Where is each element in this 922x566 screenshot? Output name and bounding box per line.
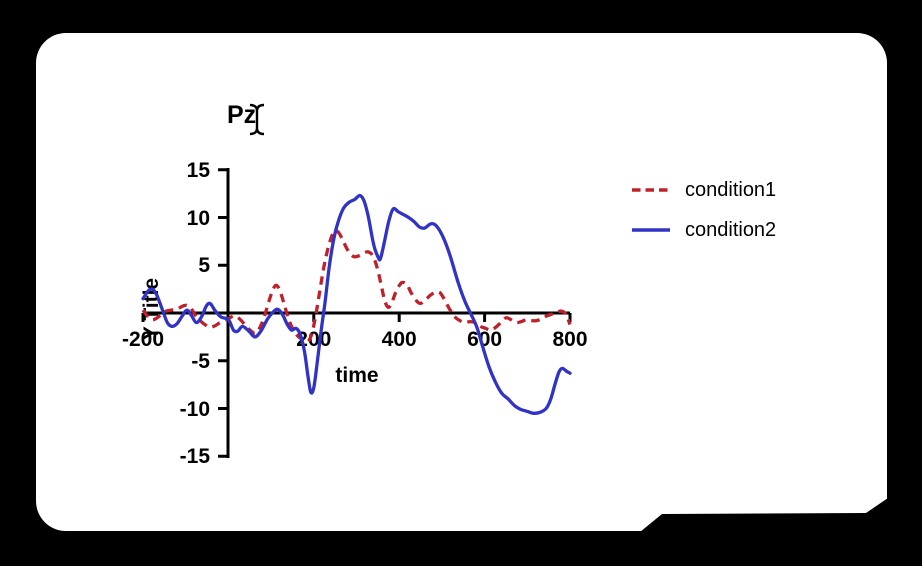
y-tick-label: -5: [191, 349, 210, 373]
legend-item-condition1: condition1: [630, 170, 776, 210]
y-tick-label: 10: [186, 206, 210, 230]
y-tick-label: -10: [179, 397, 210, 421]
x-axis-title: time: [335, 364, 379, 387]
y-tick-label: 5: [198, 254, 210, 278]
legend-item-condition2: condition2: [630, 210, 776, 250]
axes: [141, 168, 572, 458]
x-tick-label: 600: [467, 328, 503, 351]
redaction-blob: [640, 478, 922, 566]
y-tick-label: -15: [179, 445, 210, 469]
x-tick-label: 800: [552, 328, 588, 351]
series-line-condition2: [141, 193, 572, 415]
y-tick-label: 15: [186, 158, 210, 182]
legend-label-condition1: condition1: [685, 178, 777, 201]
data-curves: [141, 193, 572, 415]
condition2-line-sample: [632, 228, 670, 232]
x-tick-label: 200: [296, 328, 332, 351]
chart-card: [36, 33, 887, 531]
x-tick-label: 400: [381, 328, 417, 351]
condition1-line-sample: [632, 188, 670, 192]
series-line-condition1: [141, 229, 572, 344]
legend: condition1 condition2: [630, 170, 776, 250]
text-cursor-ibeam-icon: [249, 103, 265, 136]
x-tick-label: -200: [121, 328, 165, 351]
legend-label-condition2: condition2: [685, 218, 777, 241]
